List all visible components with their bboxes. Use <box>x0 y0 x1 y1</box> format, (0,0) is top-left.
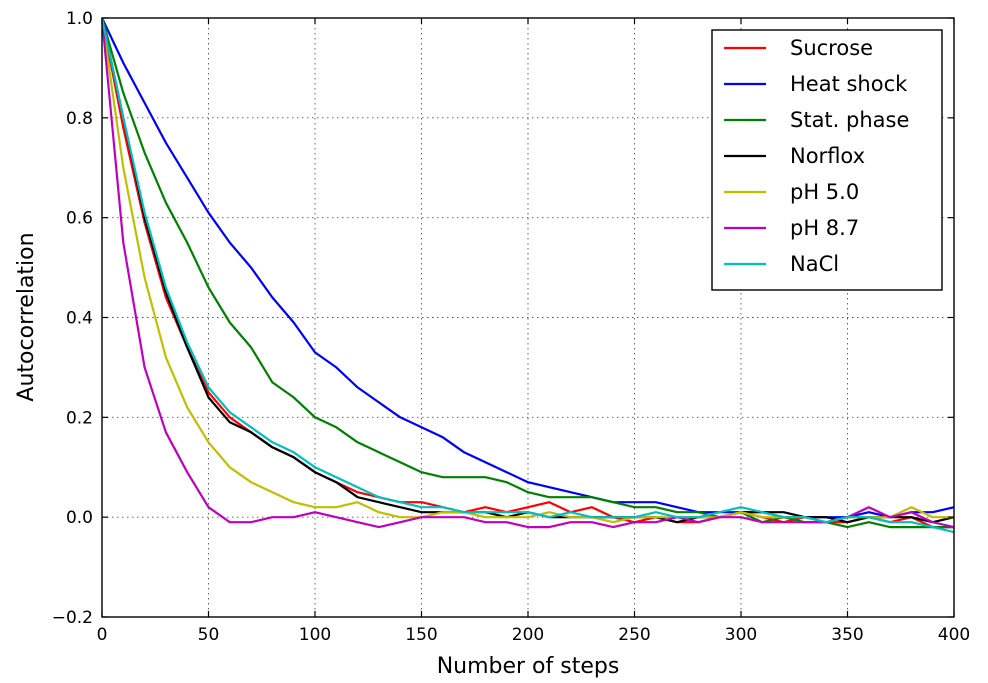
series-line-6 <box>102 18 954 534</box>
legend-entry: pH 8.7 <box>790 216 859 240</box>
x-tick-label: 400 <box>938 625 970 645</box>
y-tick-label: 1.0 <box>66 9 93 29</box>
y-tick-label: 0.0 <box>66 508 93 528</box>
y-tick-label: 0.4 <box>66 309 93 329</box>
legend: Sucrose Heat shock Stat. phase Norflox pH 5.… <box>711 29 943 291</box>
y-tick-label: 0.6 <box>66 209 93 229</box>
legend-entry: NaCl <box>790 252 839 276</box>
y-tick-label: −0.2 <box>52 608 93 628</box>
legend-entry: Heat shock <box>790 72 908 96</box>
series-group <box>102 18 954 534</box>
x-tick-label: 300 <box>725 625 757 645</box>
legend-entry: Norflox <box>790 144 865 168</box>
x-axis-label: Number of steps <box>437 654 620 679</box>
y-tick-label: 0.8 <box>66 109 93 129</box>
x-tick-label: 150 <box>405 625 437 645</box>
x-tick-label: 350 <box>831 625 863 645</box>
legend-box <box>711 29 943 291</box>
y-axis-label: Autocorrelation <box>14 232 39 401</box>
axis-ticks <box>101 17 955 618</box>
y-tick-label: 0.2 <box>66 408 93 428</box>
x-tick-label: 100 <box>299 625 331 645</box>
x-tick-label: 50 <box>198 625 220 645</box>
legend-entry: Stat. phase <box>790 108 909 132</box>
legend-entry: pH 5.0 <box>790 180 859 204</box>
x-tick-label: 0 <box>97 625 108 645</box>
y-tick-labels: −0.2 0.0 0.2 0.4 0.6 0.8 1.0 <box>52 9 93 628</box>
x-tick-labels: 0 50 100 150 200 250 300 350 400 <box>97 625 971 645</box>
x-tick-label: 200 <box>512 625 544 645</box>
legend-entry: Sucrose <box>790 36 873 60</box>
x-tick-label: 250 <box>618 625 650 645</box>
series-line-5 <box>102 18 954 529</box>
